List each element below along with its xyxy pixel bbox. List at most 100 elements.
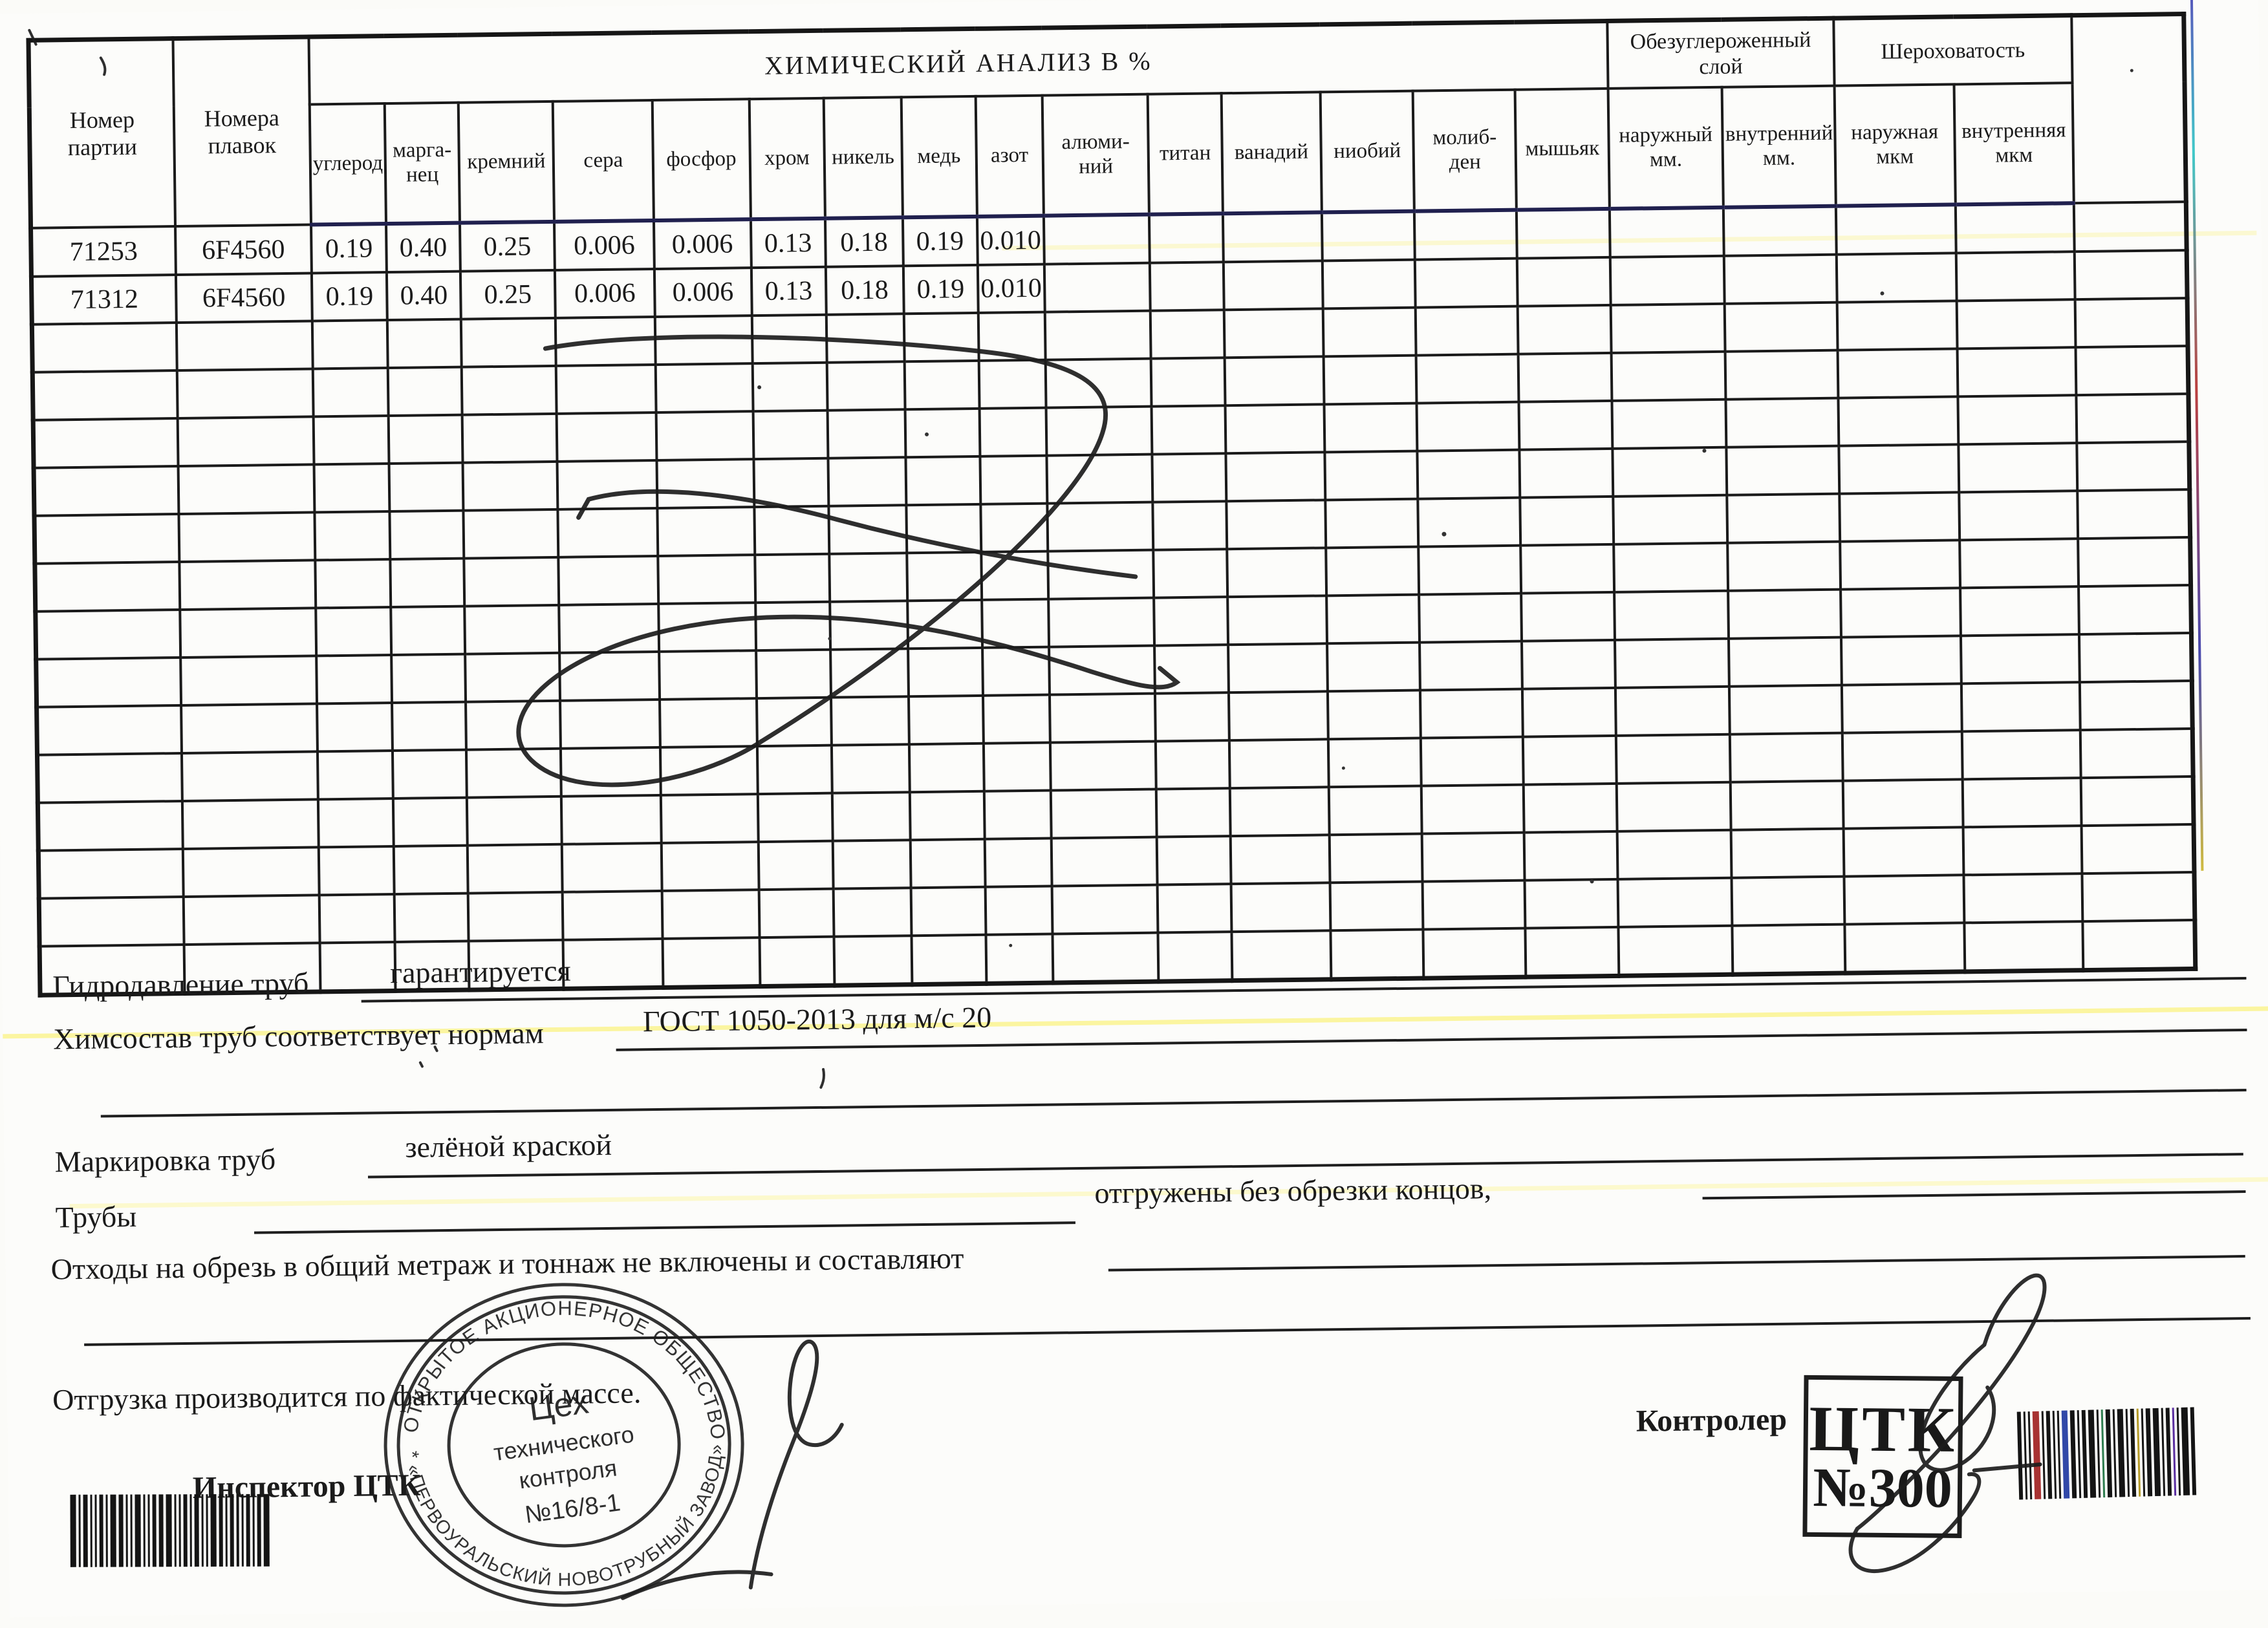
barcode-bar: [2172, 1408, 2177, 1495]
table-cell: [32, 370, 177, 420]
table-cell: [1961, 634, 2080, 683]
table-cell: [979, 408, 1046, 456]
table-cell: [563, 939, 663, 989]
table-cell: [1841, 588, 1961, 637]
header-vanadium: ванадий: [1221, 92, 1322, 213]
table-cell: 71253: [31, 226, 176, 277]
barcode-bar: [226, 1494, 228, 1567]
table-cell: [832, 744, 910, 793]
table-cell: [559, 652, 659, 701]
controller-label: Контролер: [1636, 1402, 1787, 1439]
table-cell: [1152, 453, 1226, 502]
round-stamp: ОТКРЫТОЕ АКЦИОНЕРНОЕ ОБЩЕСТВО * «ПЕРВОУР…: [358, 1267, 770, 1624]
table-cell: [1329, 786, 1422, 835]
barcode-bar: [264, 1494, 270, 1567]
barcode-bar: [2024, 1411, 2028, 1499]
header-aluminum: алюми- ний: [1042, 94, 1150, 216]
table-cell: [1051, 789, 1157, 839]
table-cell: [1158, 932, 1232, 981]
table-cell: [2076, 394, 2188, 443]
table-cell: [1842, 731, 1963, 780]
table-cell: [826, 361, 905, 410]
field-marking-value: зелёной краской: [405, 1128, 612, 1164]
header-batch-number: Номер партии: [28, 39, 175, 228]
barcode-bar: [2181, 1408, 2190, 1495]
table-cell: [1956, 252, 2075, 301]
table-cell: [1224, 308, 1323, 358]
table-cell: [559, 604, 659, 653]
table-cell: [1052, 933, 1158, 983]
barcode-bar: [105, 1495, 107, 1567]
table-cell: [1046, 455, 1152, 504]
table-cell: [1326, 595, 1420, 644]
table-cell: 0.13: [751, 267, 826, 316]
table-cell: [904, 361, 979, 409]
table-cell: [1524, 784, 1617, 833]
header-silicon: кремний: [458, 102, 554, 223]
table-cell: [1150, 262, 1224, 310]
table-cell: [1517, 257, 1610, 306]
table-cell: [1323, 260, 1416, 309]
table-cell: [177, 321, 313, 370]
table-cell: [1049, 646, 1155, 695]
barcode-bar: [2077, 1410, 2081, 1498]
table-cell: [391, 559, 464, 607]
table-cell: [1522, 688, 1615, 737]
table-cell: [1520, 449, 1613, 498]
table-cell: [2080, 729, 2193, 778]
table-cell: [759, 889, 834, 937]
table-cell: [1418, 450, 1520, 499]
barcode-bar: [79, 1495, 81, 1567]
table-cell: [32, 323, 177, 372]
table-cell: [1050, 694, 1156, 743]
table-cell: [38, 801, 182, 851]
table-cell: [1419, 594, 1522, 643]
table-cell: [36, 610, 180, 659]
table-cell: [2077, 442, 2189, 491]
table-cell: [1844, 875, 1964, 924]
table-cell: [2077, 489, 2190, 539]
table-cell: [1225, 404, 1324, 453]
table-cell: [907, 600, 982, 648]
table-cell: [1844, 923, 1965, 973]
table-cell: [1957, 347, 2076, 396]
table-cell: [1415, 259, 1518, 308]
table-cell: [462, 462, 558, 511]
table-cell: [753, 411, 828, 459]
barcode-icon: [2017, 1406, 2223, 1499]
table-cell: [1328, 691, 1421, 740]
barcode-bar: [143, 1494, 145, 1567]
table-cell: [2082, 824, 2194, 873]
table-cell: [317, 703, 393, 751]
table-cell: [755, 554, 830, 603]
table-cell: [1956, 299, 2075, 348]
table-cell: [1842, 779, 1963, 828]
table-cell: [1323, 356, 1416, 405]
header-manganese: марга- нец: [385, 103, 460, 224]
table-cell: 0.010: [977, 264, 1044, 313]
table-cell: [319, 846, 395, 895]
table-cell: [563, 891, 662, 940]
table-cell: [1227, 595, 1327, 645]
table-cell: [830, 648, 909, 697]
table-cell: [34, 514, 179, 564]
table-cell: [393, 750, 466, 798]
table-cell: [465, 653, 561, 702]
table-cell: [1962, 778, 2081, 827]
table-cell: [1526, 927, 1619, 977]
table-cell: [1222, 212, 1322, 262]
table-cell: [1964, 921, 2083, 972]
table-cell: [1154, 645, 1228, 693]
table-cell: 0.006: [654, 219, 751, 269]
table-cell: [557, 460, 657, 509]
table-cell: [834, 936, 912, 985]
barcode-bar: [125, 1495, 127, 1567]
barcode-bar: [2097, 1409, 2101, 1497]
table-cell: [393, 798, 467, 846]
field-chem-label: Химсостав труб соответствует нормам: [53, 1016, 544, 1056]
table-cell: [318, 751, 394, 799]
table-cell: [1724, 255, 1837, 304]
header-chromium: хром: [749, 98, 825, 219]
field-pipes-note: отгружены без обрезки концов,: [1094, 1171, 1491, 1210]
